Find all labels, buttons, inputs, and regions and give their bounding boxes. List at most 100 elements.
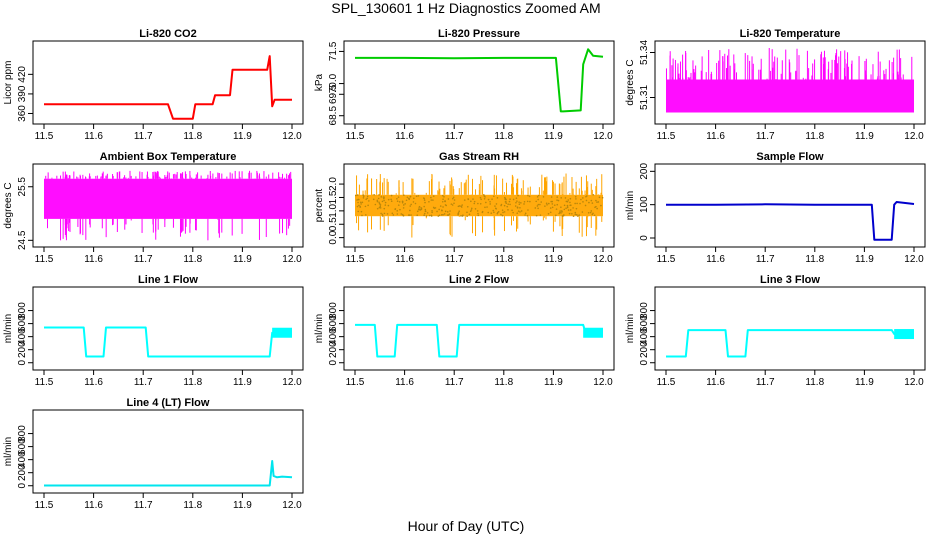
series-point — [438, 208, 440, 211]
series-line — [355, 48, 604, 113]
series-point — [474, 208, 477, 210]
panel-gas_stream_rh: Gas Stream RH 11.5 11.6 11.7 11.8 11.9 12.0 0.0… — [314, 151, 615, 265]
series-point — [512, 211, 514, 214]
series-point — [356, 194, 359, 196]
series-point — [415, 195, 418, 198]
series-point — [547, 202, 550, 205]
x-tick-label: 11.7 — [756, 254, 775, 265]
series-point — [423, 197, 426, 200]
series-point — [598, 196, 601, 199]
series-point — [381, 200, 384, 203]
series-point — [489, 200, 491, 203]
series-point — [549, 211, 552, 214]
series-point — [557, 199, 560, 202]
series-point — [397, 204, 400, 206]
series-point — [565, 200, 568, 203]
data-layer — [666, 329, 914, 358]
series-point — [460, 206, 463, 208]
y-tick-label: 600 — [639, 315, 650, 332]
series-point — [575, 207, 578, 210]
data-layer — [44, 326, 292, 358]
series-point — [519, 211, 521, 213]
series-point — [443, 196, 445, 198]
series-point — [535, 214, 538, 217]
series-point — [364, 214, 367, 216]
series-point — [550, 196, 553, 198]
series-point — [551, 203, 554, 205]
series-point — [390, 194, 393, 197]
series-point — [452, 197, 454, 200]
series-point — [410, 214, 412, 216]
series-point — [571, 212, 573, 215]
series-point — [569, 201, 571, 204]
series-point — [574, 213, 577, 215]
y-tick-label: 0.5 — [328, 217, 339, 231]
y-tick-label: 69.5 — [328, 84, 339, 104]
series-point — [386, 213, 389, 215]
series-line — [44, 55, 292, 120]
series-point — [378, 202, 381, 205]
series-point — [503, 204, 506, 207]
series-point — [520, 210, 523, 212]
series-point — [358, 198, 360, 201]
x-tick-label: 11.8 — [183, 131, 202, 142]
series-point — [526, 200, 529, 203]
series-point — [444, 200, 446, 203]
series-point — [381, 215, 384, 217]
series-point — [526, 214, 529, 217]
series-point — [579, 202, 581, 205]
series-point — [596, 207, 598, 210]
y-tick-label: 800 — [639, 302, 650, 319]
series-point — [515, 201, 517, 204]
y-tick-label: 51.31 — [639, 85, 650, 110]
x-tick-label: 11.9 — [233, 500, 252, 511]
x-tick-label: 11.9 — [855, 131, 874, 142]
series-point — [443, 213, 446, 215]
series-point — [470, 200, 472, 203]
x-axis-label: Hour of Day (UTC) — [408, 518, 525, 534]
panel-title: Li-820 Temperature — [740, 28, 841, 40]
series-point — [428, 214, 431, 217]
x-tick-label: 11.8 — [183, 377, 202, 388]
x-tick-label: 12.0 — [282, 254, 302, 265]
series-point — [399, 208, 401, 211]
x-tick-label: 12.0 — [282, 377, 302, 388]
series-point — [426, 212, 429, 214]
series-point — [409, 205, 412, 207]
y-tick-label: 600 — [328, 315, 339, 332]
series-point — [419, 209, 422, 211]
series-point — [430, 214, 433, 217]
series-point — [567, 199, 570, 201]
series-point — [535, 200, 537, 203]
series-point — [560, 197, 562, 199]
series-point — [483, 195, 486, 197]
y-tick-label: 0 — [639, 235, 650, 241]
series-point — [437, 215, 440, 217]
series-point — [519, 207, 521, 209]
series-point — [476, 210, 479, 212]
series-point — [496, 212, 499, 215]
x-tick-label: 11.9 — [855, 377, 874, 388]
series-point — [413, 197, 415, 200]
series-point — [423, 214, 425, 217]
x-tick-label: 12.0 — [904, 377, 924, 388]
series-point — [559, 211, 561, 214]
x-tick-label: 11.7 — [134, 131, 153, 142]
x-tick-label: 11.6 — [706, 377, 725, 388]
x-tick-label: 11.7 — [445, 377, 464, 388]
y-tick-label: 800 — [17, 425, 28, 442]
series-point — [360, 210, 363, 213]
series-point — [494, 207, 497, 210]
series-point — [483, 198, 486, 200]
series-line — [44, 326, 292, 358]
data-layer — [44, 460, 293, 487]
series-point — [383, 199, 385, 202]
series-point — [566, 206, 569, 209]
series-point — [575, 198, 577, 200]
series-point — [575, 213, 578, 216]
series-point — [442, 198, 444, 201]
series-point — [409, 209, 411, 212]
y-tick-label: 24.5 — [17, 230, 28, 250]
series-point — [424, 210, 427, 212]
series-point — [556, 199, 558, 201]
